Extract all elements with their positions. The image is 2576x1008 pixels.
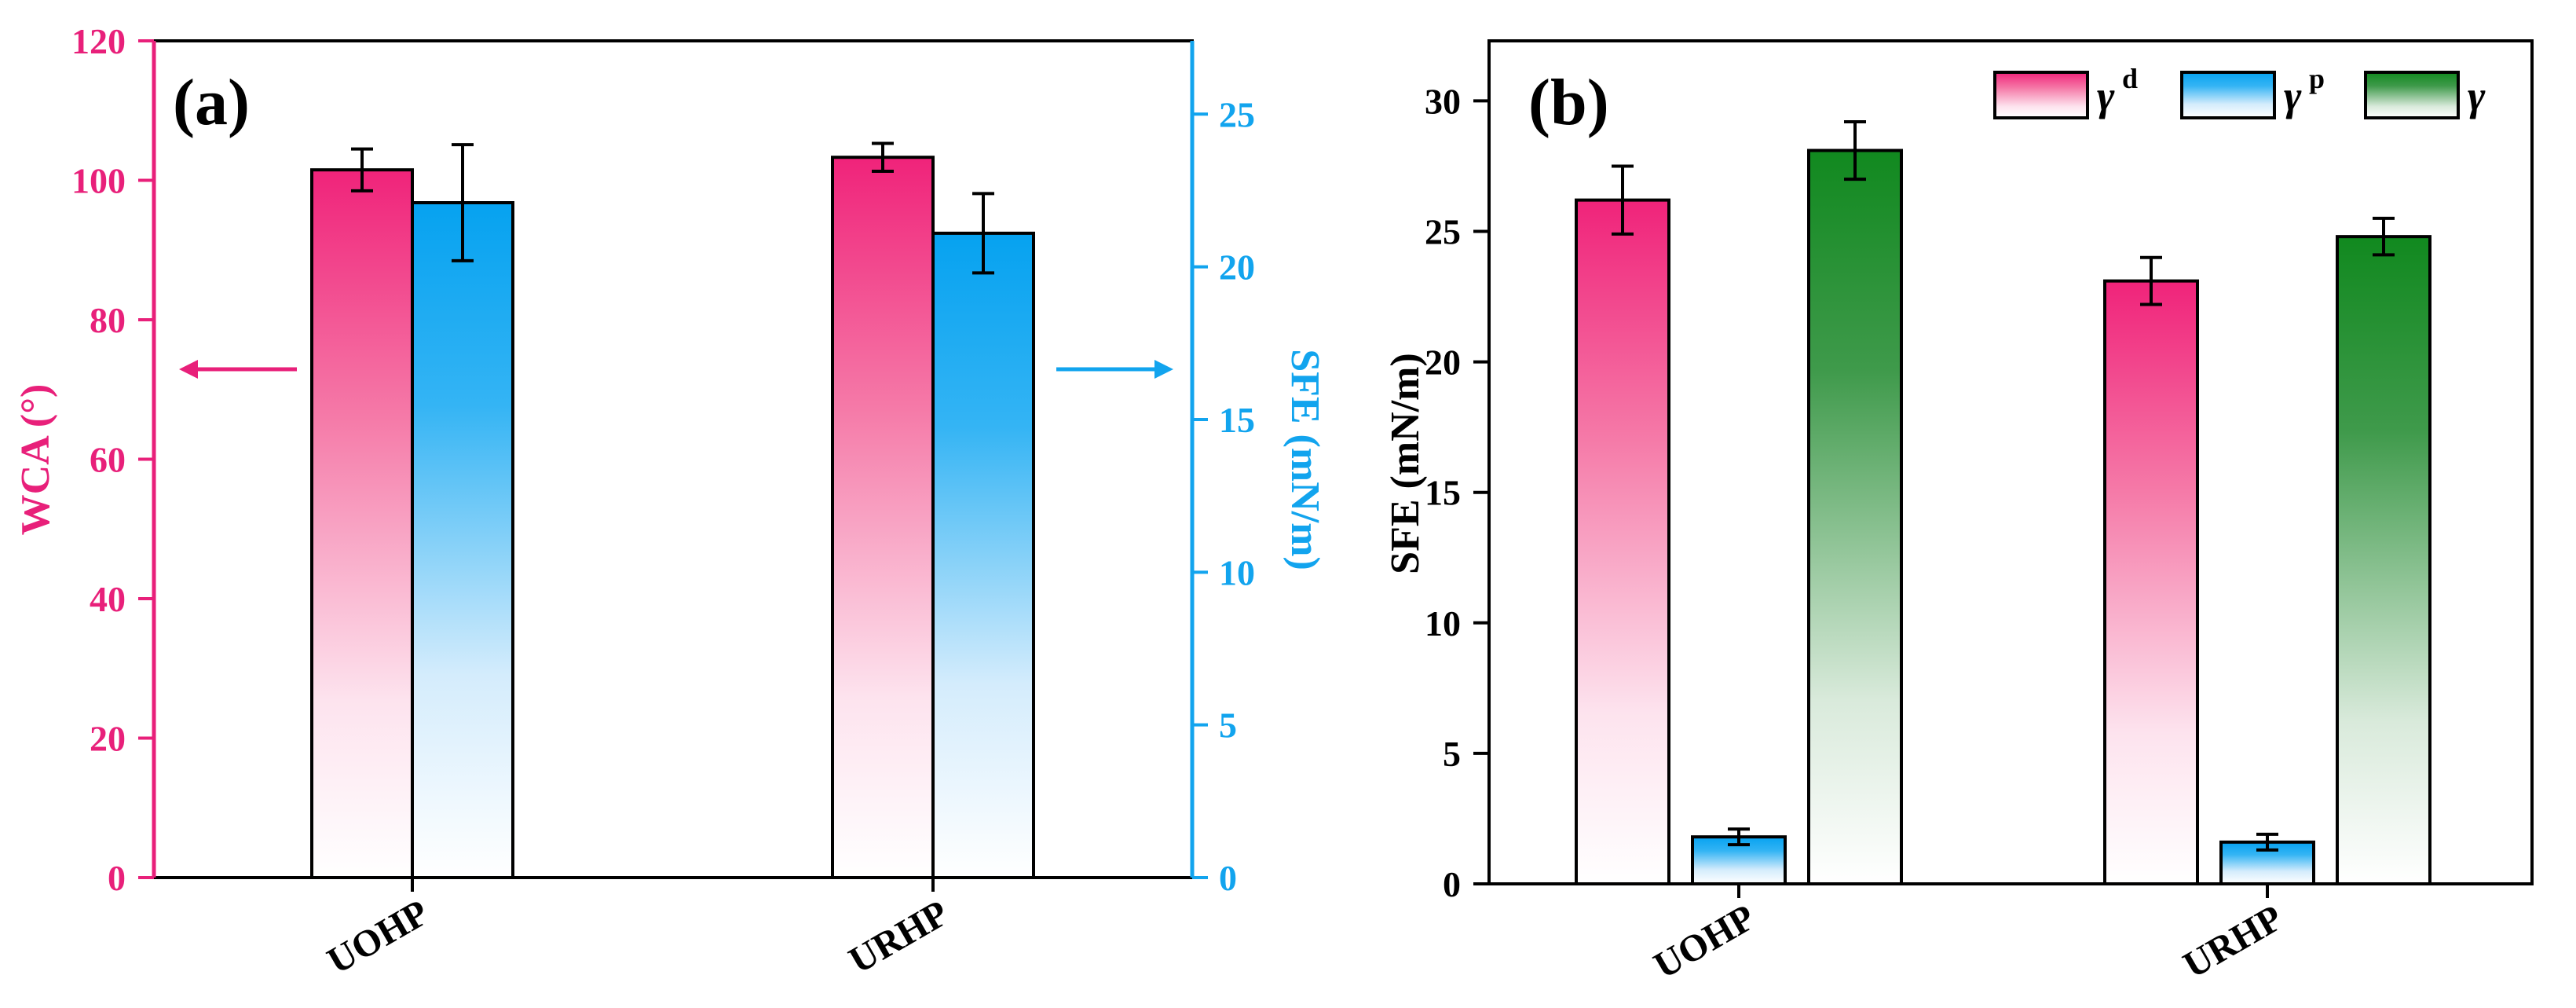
y-tick-label-30: 30 [1425,81,1461,121]
legend-sup-gamma-d: d [2122,63,2138,94]
legend-label-gamma: γ [2468,72,2486,119]
bar-sfe-urhp [931,231,1035,879]
legend-swatch-gamma-p [2180,71,2276,119]
y-tick-label-15: 15 [1425,473,1461,513]
left-tick-label-80: 80 [90,300,126,340]
left-tick-label-60: 60 [90,440,126,480]
panel-b-bars [1575,119,2431,886]
x-tick-label-urhp: URHP [842,893,955,982]
panel-a-plot-frame [152,39,1194,879]
panel-a-x-ticks: UOHP URHP [320,878,955,982]
left-tick-label-100: 100 [71,161,126,201]
panel-a-left-ticks: 0 20 40 60 80 100 120 [71,21,154,898]
sfe-arrow [1056,360,1173,379]
y-tick-label-20: 20 [1425,343,1461,383]
x-tick-label-uohp: UOHP [1647,896,1762,987]
legend-label-gamma-p: γ [2284,72,2302,119]
bar-gamma-urhp [2336,235,2431,885]
wca-arrow [179,360,297,379]
legend-swatch-gamma-d [1993,71,2089,119]
right-tick-label-15: 15 [1219,400,1255,440]
left-tick-label-120: 120 [71,21,126,61]
y-tick-label-10: 10 [1425,603,1461,643]
right-tick-label-20: 20 [1219,247,1255,288]
panel-b-x-ticks: UOHP URHP [1647,884,2289,987]
panel-b-label: (b) [1528,66,1609,139]
legend-swatch-gamma [2364,71,2460,119]
bar-gamma-uohp [1807,148,1903,886]
x-tick-label-uohp: UOHP [320,892,436,982]
y-tick-label-0: 0 [1443,864,1461,904]
bar-gamma-d-uohp [1575,198,1670,885]
legend-label-gamma-d: γ [2097,72,2115,119]
left-tick-label-0: 0 [108,858,126,898]
panel-b-y-axis-label: SFE (mN/m) [1383,353,1428,574]
x-tick-label-urhp: URHP [2176,897,2289,987]
left-tick-label-40: 40 [90,579,126,619]
panel-a-label: (a) [173,66,250,139]
y-tick-label-5: 5 [1443,734,1461,774]
right-tick-label-10: 10 [1219,552,1255,592]
right-tick-label-5: 5 [1219,706,1237,746]
right-tick-label-0: 0 [1219,858,1237,898]
right-tick-label-25: 25 [1219,94,1255,134]
left-tick-label-20: 20 [90,719,126,759]
panel-b-plot-frame [1487,39,2534,885]
panel-a-right-ticks: 0 5 10 15 20 25 [1192,94,1255,898]
bar-sfe-uohp [411,201,514,879]
panel-a-bars [310,141,1035,879]
legend-sup-gamma-p: p [2309,63,2325,94]
panel-a-left-axis-label: WCA (°) [13,384,58,536]
bar-gamma-d-urhp [2103,279,2199,885]
bar-wca-uohp [310,168,414,879]
y-tick-label-25: 25 [1425,212,1461,252]
bar-wca-urhp [831,156,935,879]
panel-b-y-ticks: 0 5 10 15 20 25 30 [1425,81,1489,904]
panel-a-right-axis-label: SFE (mN/m) [1283,349,1327,570]
